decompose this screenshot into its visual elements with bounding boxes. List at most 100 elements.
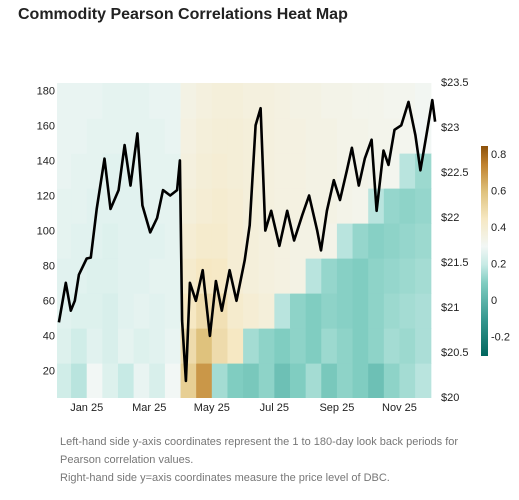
y2-tick-label: $20 bbox=[441, 392, 459, 404]
heat-cell bbox=[258, 258, 275, 294]
heat-cell bbox=[102, 328, 119, 364]
x-tick-label: Mar 25 bbox=[132, 402, 166, 414]
heat-cell bbox=[336, 363, 354, 398]
colorbar-tick-label: 0 bbox=[491, 295, 497, 307]
colorbar-tick-label: 0.2 bbox=[491, 259, 506, 271]
heat-cell bbox=[57, 83, 72, 119]
heat-cell bbox=[243, 363, 260, 398]
heat-cell bbox=[102, 363, 119, 398]
heat-cell bbox=[290, 363, 307, 398]
heat-cell bbox=[290, 223, 307, 259]
heat-cell bbox=[117, 83, 135, 119]
heat-cell bbox=[149, 363, 166, 398]
heat-cell bbox=[117, 188, 135, 224]
heat-cell bbox=[336, 293, 354, 329]
heat-cell bbox=[149, 293, 166, 329]
y-tick-label: 160 bbox=[37, 121, 55, 133]
heat-cell bbox=[352, 118, 369, 154]
colorbar-tick-label: 0.4 bbox=[491, 222, 506, 234]
x-tick-label: May 25 bbox=[194, 402, 230, 414]
heat-cell bbox=[305, 118, 322, 154]
heat-cell bbox=[227, 188, 244, 224]
heat-cell bbox=[117, 293, 135, 329]
heat-cell bbox=[399, 153, 416, 189]
heat-cell bbox=[368, 328, 385, 364]
heat-cell bbox=[133, 258, 150, 294]
heat-cell bbox=[117, 223, 135, 259]
heat-cell bbox=[290, 328, 307, 364]
heat-cell bbox=[149, 118, 166, 154]
heat-cell bbox=[227, 223, 244, 259]
y-tick-label: 60 bbox=[43, 296, 55, 308]
heat-cell bbox=[368, 118, 385, 154]
heat-cell bbox=[352, 293, 369, 329]
y2-tick-label: $21.5 bbox=[441, 257, 469, 269]
heat-cell bbox=[399, 188, 416, 224]
heat-cell bbox=[133, 328, 150, 364]
heat-cell bbox=[149, 223, 166, 259]
heat-cell bbox=[383, 328, 401, 364]
heat-cell bbox=[164, 188, 182, 224]
y-tick-label: 120 bbox=[37, 191, 55, 203]
heat-cell bbox=[133, 363, 150, 398]
heat-cell bbox=[180, 258, 197, 294]
heat-cell bbox=[180, 153, 197, 189]
heat-cell bbox=[86, 83, 103, 119]
y-tick-label: 40 bbox=[43, 331, 55, 343]
x-tick-label: Sep 25 bbox=[319, 402, 354, 414]
heat-cell bbox=[368, 223, 385, 259]
heat-cell bbox=[57, 153, 72, 189]
heat-cell bbox=[211, 188, 229, 224]
heat-cell bbox=[243, 153, 260, 189]
heat-cell bbox=[321, 328, 338, 364]
heat-cell bbox=[164, 293, 182, 329]
heat-cell bbox=[383, 293, 401, 329]
heat-cell bbox=[258, 328, 275, 364]
y-tick-label: 180 bbox=[37, 86, 55, 98]
heat-cell bbox=[227, 118, 244, 154]
heat-cell bbox=[133, 83, 150, 119]
y-tick-label: 140 bbox=[37, 156, 55, 168]
heat-cell bbox=[383, 188, 401, 224]
heat-cell bbox=[57, 328, 72, 364]
colorbar-tick-label: -0.2 bbox=[491, 332, 510, 344]
heat-cell bbox=[243, 83, 260, 119]
heat-cell bbox=[290, 118, 307, 154]
heat-cell bbox=[196, 188, 213, 224]
heat-cell bbox=[336, 118, 354, 154]
heat-cell bbox=[305, 363, 322, 398]
heat-cell bbox=[71, 83, 88, 119]
heat-cell bbox=[149, 83, 166, 119]
heat-cell bbox=[336, 258, 354, 294]
heat-cell bbox=[290, 188, 307, 224]
heat-cell bbox=[415, 223, 432, 259]
y2-tick-label: $23.5 bbox=[441, 77, 469, 89]
heat-cell bbox=[71, 363, 88, 398]
y-tick-label: 80 bbox=[43, 261, 55, 273]
colorbar-tick-label: 0.8 bbox=[491, 149, 506, 161]
heat-cell bbox=[399, 363, 416, 398]
y2-tick-label: $22 bbox=[441, 212, 459, 224]
heat-cell bbox=[336, 83, 354, 119]
heat-cell bbox=[336, 188, 354, 224]
heat-cell bbox=[180, 118, 197, 154]
heat-cell bbox=[227, 328, 244, 364]
heat-cell bbox=[321, 188, 338, 224]
heat-cell bbox=[274, 258, 291, 294]
x-tick-label: Jan 25 bbox=[70, 402, 103, 414]
heat-cell bbox=[196, 83, 213, 119]
heat-cell bbox=[71, 223, 88, 259]
heat-cell bbox=[258, 83, 275, 119]
heat-cell bbox=[164, 83, 182, 119]
heat-cell bbox=[399, 223, 416, 259]
heat-cell bbox=[57, 223, 72, 259]
y-tick-label: 100 bbox=[37, 226, 55, 238]
x-tick-label: Nov 25 bbox=[382, 402, 417, 414]
heat-cell bbox=[227, 293, 244, 329]
heat-cell bbox=[274, 223, 291, 259]
heat-cell bbox=[117, 363, 135, 398]
heat-cell bbox=[133, 153, 150, 189]
heatmap bbox=[57, 83, 432, 398]
heat-cell bbox=[383, 223, 401, 259]
heat-cell bbox=[227, 153, 244, 189]
